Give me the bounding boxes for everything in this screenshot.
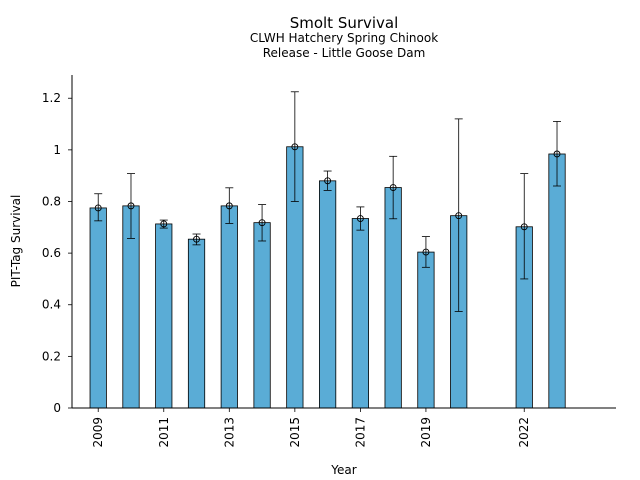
error-bars-layer xyxy=(94,91,562,312)
x-tick-label: 2017 xyxy=(353,417,367,448)
point-marker-2017 xyxy=(356,215,364,222)
point-marker-2023 xyxy=(553,150,561,158)
point-marker-2019 xyxy=(422,248,430,256)
y-tick-label: 1 xyxy=(53,143,61,157)
x-tick-label: 2019 xyxy=(419,417,433,448)
chart-subtitle-line-2: Release - Little Goose Dam xyxy=(263,46,426,60)
bar-2016 xyxy=(319,180,337,409)
point-marker-2016 xyxy=(324,177,332,185)
bar-2014 xyxy=(253,222,271,409)
point-marker-2014 xyxy=(258,219,266,227)
point-marker-2015 xyxy=(291,143,299,151)
x-tick-label: 2015 xyxy=(288,417,302,448)
point-marker-2011 xyxy=(160,220,168,228)
y-axis-label: PIT-Tag Survival xyxy=(9,195,23,288)
point-marker-2010 xyxy=(127,202,135,210)
x-tick-label: 2011 xyxy=(157,417,171,448)
y-tick-label: 0 xyxy=(53,401,61,415)
point-marker-2020 xyxy=(455,212,463,220)
markers-layer xyxy=(94,143,561,256)
bars-layer xyxy=(89,146,566,409)
bar-2018 xyxy=(384,187,402,409)
point-marker-2022 xyxy=(520,223,528,231)
bar-2023 xyxy=(548,153,566,409)
x-ticks: 2009 2011 2013 2015 2017 2019 2022 xyxy=(91,408,531,448)
point-marker-2013 xyxy=(225,202,233,210)
bar-2011 xyxy=(155,223,173,409)
y-tick-label: 0.4 xyxy=(42,298,61,312)
y-tick-label: 0.8 xyxy=(42,194,61,208)
bar-2013 xyxy=(220,205,238,409)
bar-2012 xyxy=(187,238,206,409)
chart-title: Smolt Survival xyxy=(290,14,399,32)
y-tick-label: 0.2 xyxy=(42,349,61,363)
point-marker-2012 xyxy=(193,235,200,243)
point-marker-2018 xyxy=(389,184,397,191)
x-tick-label: 2022 xyxy=(517,417,531,448)
y-ticks: 0 0.2 0.4 0.6 0.8 1 1.2 xyxy=(42,91,72,415)
bar-2019 xyxy=(417,251,435,409)
chart-subtitle-line-1: CLWH Hatchery Spring Chinook xyxy=(250,31,438,45)
x-tick-label: 2009 xyxy=(91,417,105,448)
bar-2009 xyxy=(89,207,107,409)
bar-2017 xyxy=(351,218,369,409)
y-tick-label: 0.6 xyxy=(42,246,61,260)
point-marker-2009 xyxy=(94,204,102,212)
y-tick-label: 1.2 xyxy=(42,91,61,105)
x-axis-label: Year xyxy=(330,463,356,477)
x-tick-label: 2013 xyxy=(222,417,236,448)
